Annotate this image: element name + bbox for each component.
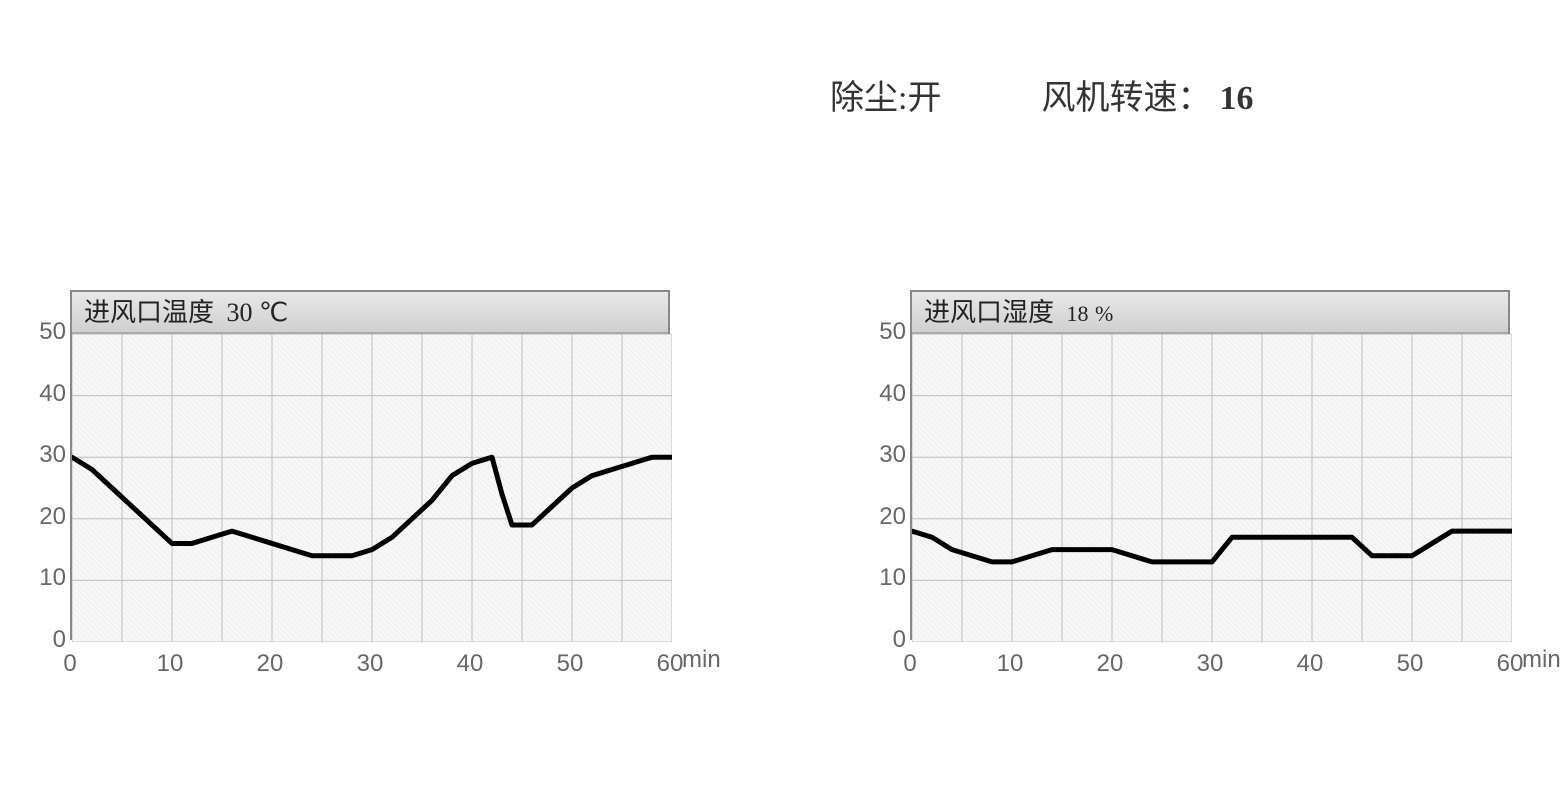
temperature-plot-area — [72, 334, 672, 642]
humidity-y-ticks: 01020304050 — [862, 332, 906, 640]
x-tick-label: 40 — [1297, 650, 1324, 678]
charts-row: 01020304050 进风口温度 30 ℃ 0102030405060 min… — [0, 290, 1560, 640]
status-bar: 除尘 : 开 风机转速 ： 16 — [830, 70, 1530, 119]
temperature-y-ticks: 01020304050 — [22, 332, 66, 640]
x-tick-label: 60 — [657, 650, 684, 678]
x-tick-label: 30 — [1197, 650, 1224, 678]
temperature-x-unit: min — [682, 646, 721, 674]
y-tick-label: 20 — [879, 503, 906, 531]
dust-value: 开 — [907, 70, 941, 119]
x-tick-label: 50 — [1397, 650, 1424, 678]
humidity-title-unit: % — [1095, 301, 1113, 326]
x-tick-label: 20 — [257, 650, 284, 678]
temperature-title-value: 30 — [227, 298, 253, 327]
y-tick-label: 50 — [39, 318, 66, 346]
temperature-chart-wrapper: 01020304050 进风口温度 30 ℃ 0102030405060 min — [70, 290, 670, 640]
humidity-chart-panel: 进风口湿度 18 % — [910, 290, 1510, 640]
colon: : — [898, 80, 907, 118]
humidity-x-ticks: 0102030405060 — [910, 644, 1510, 684]
humidity-plot-area — [912, 334, 1512, 642]
y-tick-label: 10 — [39, 564, 66, 592]
humidity-chart-wrapper: 01020304050 进风口湿度 18 % 0102030405060 min — [910, 290, 1510, 640]
x-tick-label: 40 — [457, 650, 484, 678]
y-tick-label: 10 — [879, 564, 906, 592]
y-tick-label: 30 — [879, 441, 906, 469]
humidity-title-value: 18 — [1067, 301, 1089, 326]
x-tick-label: 50 — [557, 650, 584, 678]
dust-label: 除尘 — [830, 70, 898, 119]
x-tick-label: 10 — [157, 650, 184, 678]
y-tick-label: 30 — [39, 441, 66, 469]
temperature-x-ticks: 0102030405060 — [70, 644, 670, 684]
humidity-chart-title: 进风口湿度 18 % — [912, 292, 1508, 334]
x-tick-label: 0 — [63, 650, 76, 678]
temperature-chart-title: 进风口温度 30 ℃ — [72, 292, 668, 334]
y-tick-label: 50 — [879, 318, 906, 346]
fan-speed-label: 风机转速 — [1041, 70, 1177, 119]
x-tick-label: 30 — [357, 650, 384, 678]
y-tick-label: 20 — [39, 503, 66, 531]
temperature-chart-panel: 进风口温度 30 ℃ — [70, 290, 670, 640]
x-tick-label: 20 — [1097, 650, 1124, 678]
humidity-title-prefix: 进风口湿度 — [924, 298, 1054, 327]
x-tick-label: 10 — [997, 650, 1024, 678]
dust-status: 除尘 : 开 — [830, 70, 941, 119]
x-tick-label: 0 — [903, 650, 916, 678]
fan-speed-status: 风机转速 ： 16 — [1041, 70, 1253, 119]
colon: ： — [1177, 70, 1211, 119]
humidity-x-unit: min — [1522, 646, 1560, 674]
x-tick-label: 60 — [1497, 650, 1524, 678]
fan-speed-value: 16 — [1219, 80, 1253, 118]
temperature-title-unit: ℃ — [259, 298, 288, 327]
y-tick-label: 40 — [879, 380, 906, 408]
temperature-title-prefix: 进风口温度 — [84, 298, 214, 327]
y-tick-label: 40 — [39, 380, 66, 408]
